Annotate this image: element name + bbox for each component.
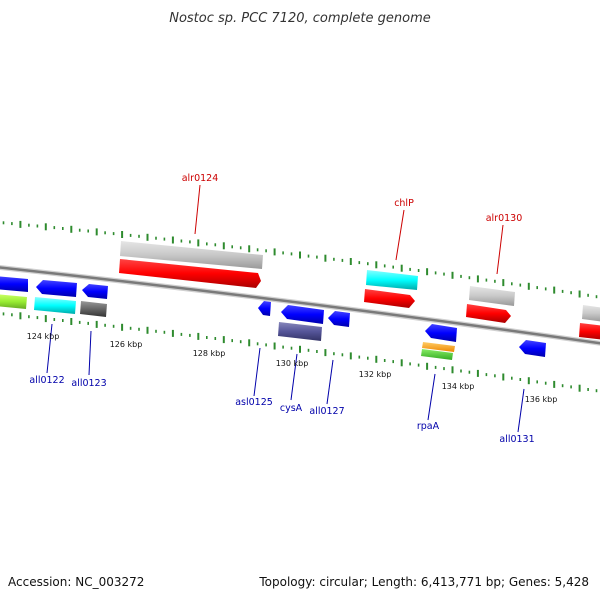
- genome-stats-text: Topology: circular; Length: 6,413,771 bp…: [258, 575, 589, 589]
- gene-label-alr0130[interactable]: alr0130: [486, 213, 523, 224]
- gene-all0122-cyan[interactable]: [34, 297, 76, 314]
- gene-label-all0127[interactable]: all0127: [309, 406, 344, 417]
- scale-labels: 124 kbp 126 kbp 128 kbp 130 kbp 132 kbp …: [27, 332, 558, 404]
- gene-edge-red[interactable]: [579, 323, 600, 340]
- scale-label: 136 kbp: [525, 395, 558, 404]
- scale-label: 130 kbp: [276, 359, 309, 368]
- gene-edge-gray[interactable]: [582, 305, 600, 322]
- gene-label-asl0125[interactable]: asl0125: [235, 397, 273, 408]
- gene-rpaA-green[interactable]: [421, 349, 453, 360]
- scale-label: 124 kbp: [27, 332, 60, 341]
- gene-label-all0123[interactable]: all0123: [71, 378, 106, 389]
- gene-chlP[interactable]: [364, 289, 415, 308]
- gene-chlP-cyan[interactable]: [366, 270, 418, 290]
- gene-alr0130-gray[interactable]: [469, 286, 515, 306]
- gene-alr0130[interactable]: [466, 304, 511, 323]
- accession-text: Accession: NC_003272: [8, 575, 144, 589]
- gene-alr0124-gray[interactable]: [120, 241, 263, 269]
- gene-label-cysA[interactable]: cysA: [280, 403, 303, 414]
- gene-all0123[interactable]: [82, 284, 108, 299]
- reverse-genes: [0, 276, 546, 360]
- gene-all0122[interactable]: [36, 280, 77, 297]
- gene-label-alr0124[interactable]: alr0124: [182, 173, 219, 184]
- gene-all0127[interactable]: [328, 311, 350, 327]
- gene-rpaA[interactable]: [425, 324, 457, 342]
- gene-label-rpaA[interactable]: rpaA: [417, 421, 440, 432]
- leader-lines: [46, 184, 525, 433]
- scale-label: 128 kbp: [193, 349, 226, 358]
- tick-row-lower: [2, 312, 598, 393]
- gene-label-all0122[interactable]: all0122: [29, 375, 64, 386]
- gene-cysA[interactable]: [281, 305, 324, 324]
- gene-label-chlP[interactable]: chlP: [394, 198, 414, 209]
- gene-left-edge-blue[interactable]: [0, 276, 28, 292]
- gene-all0123-dark[interactable]: [80, 301, 107, 317]
- forward-genes: [119, 241, 600, 340]
- gene-labels: alr0124 chlP alr0130 all0122 all0123 asl…: [29, 173, 534, 445]
- tick-row-upper: [2, 220, 598, 299]
- gene-label-all0131[interactable]: all0131: [499, 434, 534, 445]
- map-title: Nostoc sp. PCC 7120, complete genome: [169, 11, 431, 26]
- gene-alr0124[interactable]: [119, 259, 261, 288]
- gene-asl0125[interactable]: [258, 301, 271, 316]
- gene-cysA-purple[interactable]: [278, 322, 322, 341]
- gene-all0131[interactable]: [519, 340, 546, 357]
- scale-label: 126 kbp: [110, 340, 143, 349]
- scale-label: 134 kbp: [442, 382, 475, 391]
- genome-backbone-core: [0, 266, 600, 345]
- gene-rpaA-orange[interactable]: [422, 342, 455, 352]
- gene-left-edge-lime[interactable]: [0, 294, 27, 309]
- scale-label: 132 kbp: [359, 370, 392, 379]
